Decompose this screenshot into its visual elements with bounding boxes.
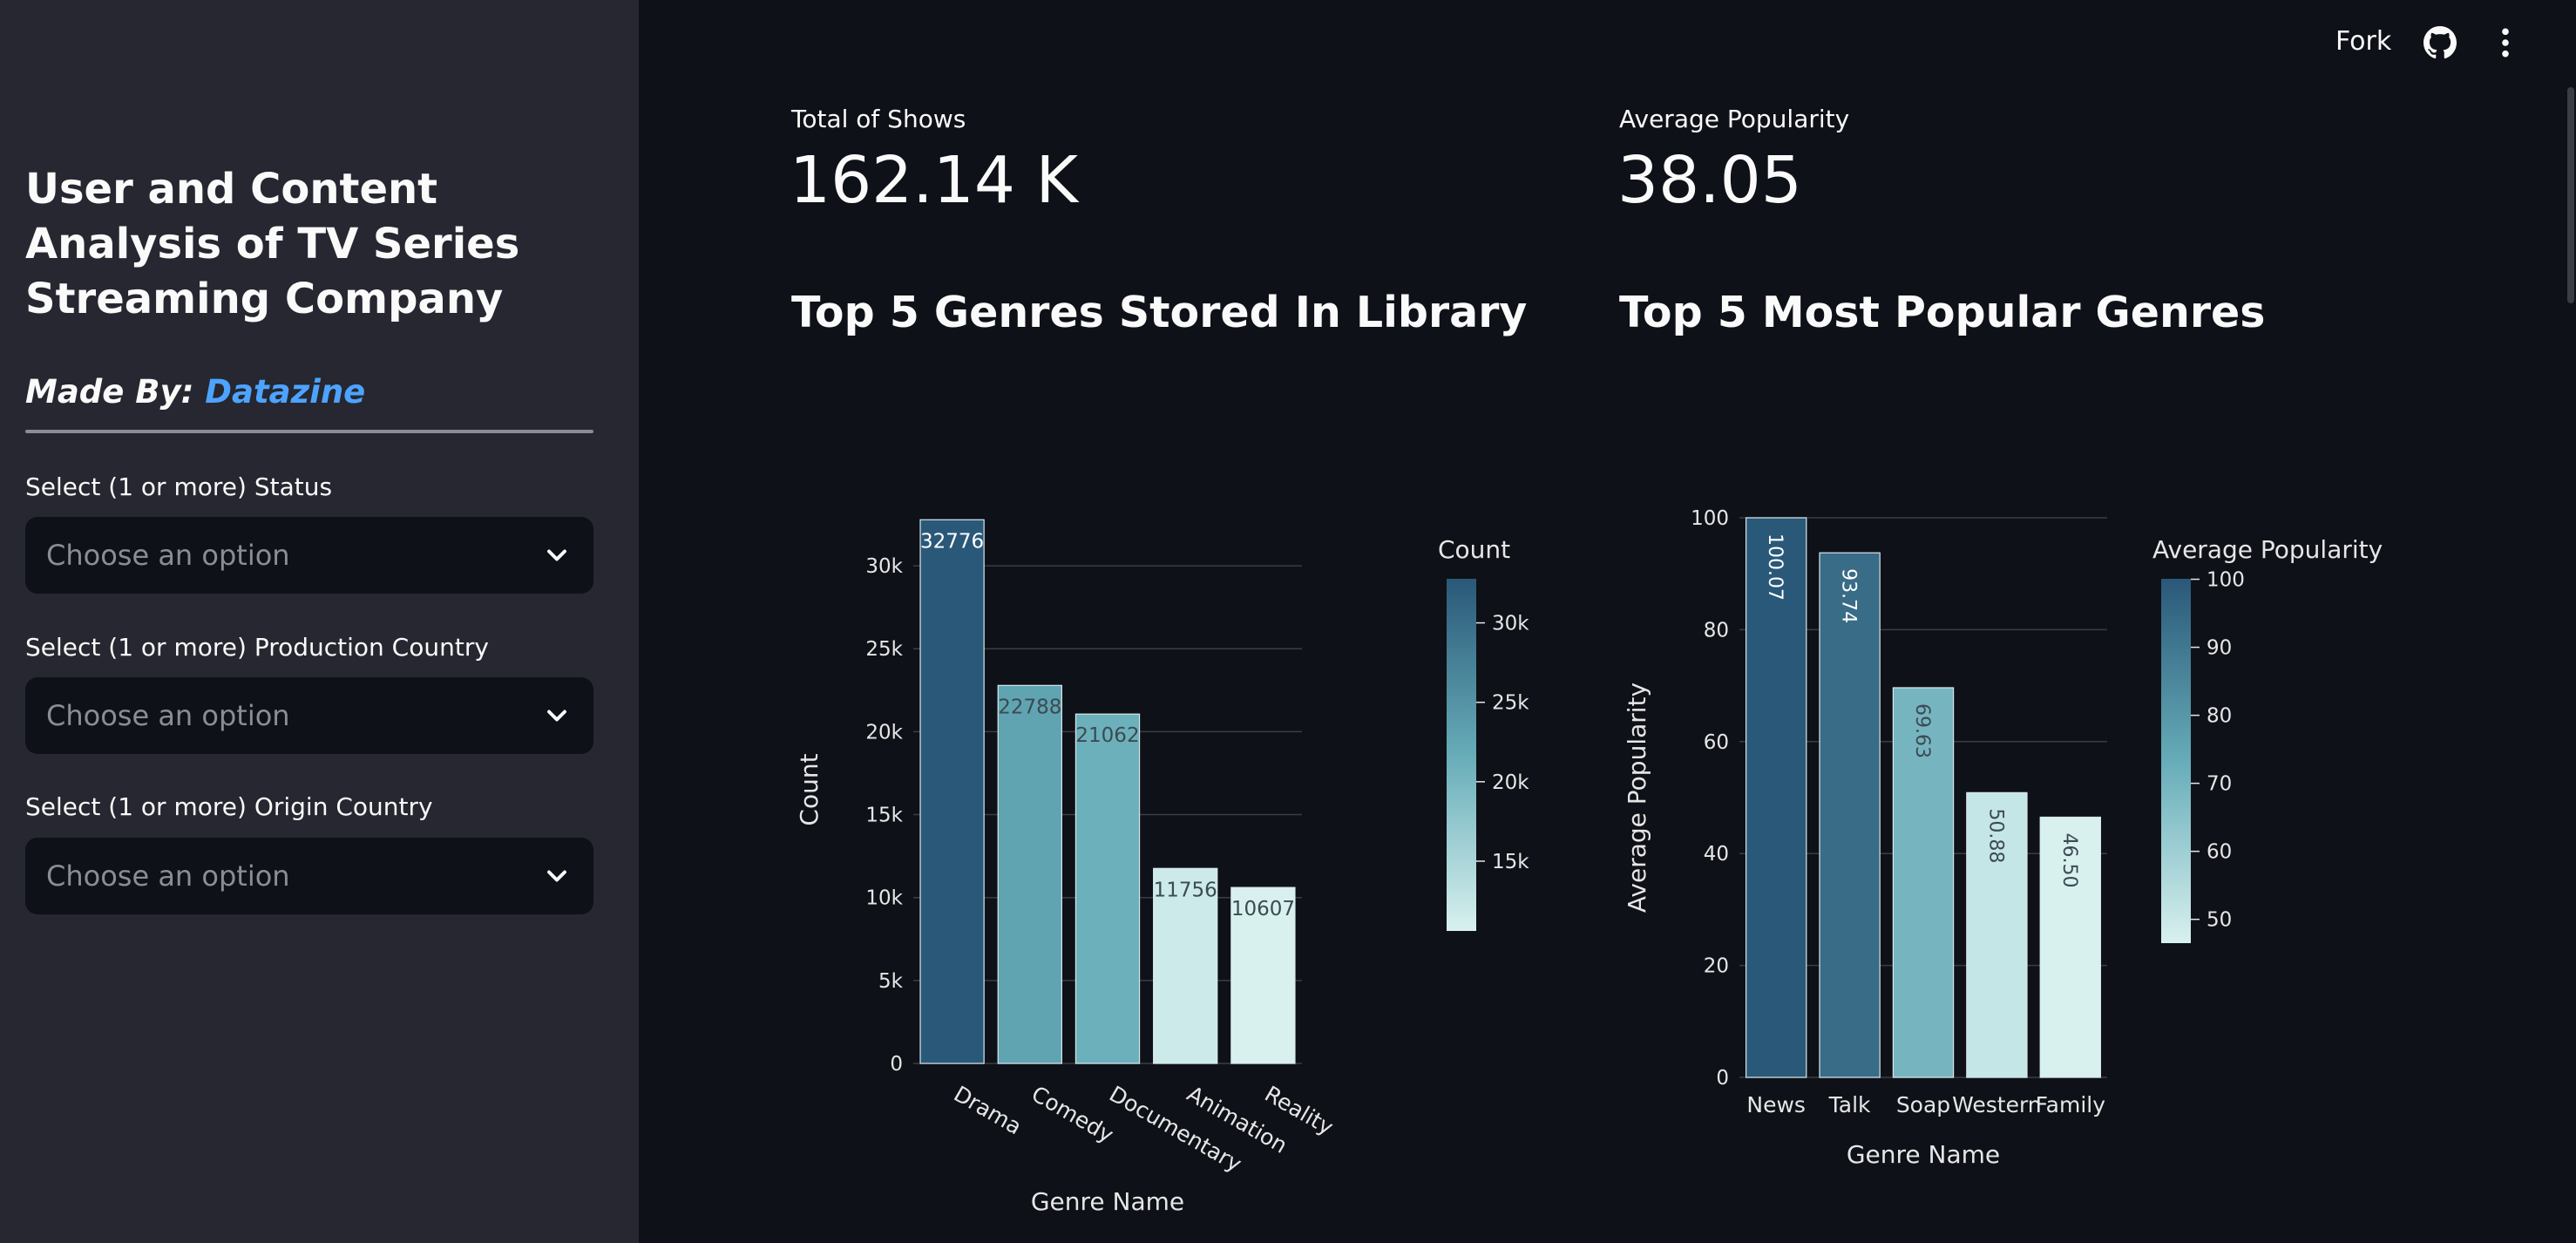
- chevron-down-icon: [547, 710, 566, 722]
- production-country-filter-label: Select (1 or more) Production Country: [25, 633, 489, 662]
- y-tick-label: 30k: [865, 555, 903, 578]
- y-tick-label: 25k: [865, 638, 903, 661]
- y-tick-label: 0: [1716, 1067, 1729, 1090]
- made-by-link[interactable]: Datazine: [205, 373, 366, 411]
- made-by-prefix: Made By:: [25, 373, 194, 411]
- data-label: 93.74: [1838, 568, 1860, 623]
- colorbar-tick-label: 25k: [1492, 692, 1529, 715]
- bar: [1745, 517, 1807, 1078]
- y-tick-label: 40: [1704, 843, 1729, 866]
- x-axis-title: Genre Name: [1031, 1187, 1184, 1216]
- github-icon[interactable]: [2423, 26, 2457, 59]
- library-genres-title: Top 5 Genres Stored In Library: [791, 288, 1528, 337]
- metric-label-average-popularity: Average Popularity: [1619, 105, 1850, 133]
- bar: [919, 519, 985, 1064]
- origin-country-select[interactable]: Choose an option: [25, 838, 593, 914]
- data-label: 69.63: [1911, 703, 1933, 758]
- y-axis-title: Average Popularity: [1623, 683, 1651, 913]
- colorbar-tick-label: 15k: [1492, 851, 1529, 873]
- data-label: 21062: [1075, 724, 1139, 747]
- status-select[interactable]: Choose an option: [25, 517, 593, 594]
- bar: [1153, 867, 1218, 1064]
- origin-country-filter-label: Select (1 or more) Origin Country: [25, 792, 433, 821]
- x-tick-label: Soap: [1896, 1092, 1950, 1117]
- x-tick-label: Western: [1952, 1092, 2042, 1117]
- metric-value-average-popularity: 38.05: [1617, 143, 1802, 218]
- data-label: 10607: [1231, 898, 1295, 920]
- bar: [1966, 791, 2028, 1078]
- x-tick-label: Family: [2036, 1092, 2106, 1117]
- data-label: 50.88: [1984, 808, 2006, 863]
- status-filter-label: Select (1 or more) Status: [25, 472, 333, 501]
- made-by: Made By: Datazine: [25, 373, 365, 411]
- bar: [1230, 886, 1296, 1064]
- y-axis-title: Count: [795, 753, 824, 825]
- production-country-select-placeholder: Choose an option: [46, 699, 290, 732]
- page-scrollbar[interactable]: [2567, 87, 2574, 303]
- x-axis-title: Genre Name: [1847, 1140, 2000, 1169]
- y-tick-label: 15k: [865, 805, 903, 827]
- y-tick-label: 80: [1704, 619, 1729, 642]
- data-label: 32776: [920, 530, 984, 553]
- colorbar-tick-label: 50: [2207, 909, 2232, 932]
- y-tick-label: 100: [1691, 507, 1729, 530]
- colorbar-tick-label: 30k: [1492, 613, 1529, 635]
- x-tick-label: Documentary: [1105, 1081, 1246, 1177]
- y-tick-label: 10k: [865, 887, 903, 910]
- more-vertical-icon[interactable]: [2499, 26, 2512, 59]
- colorbar-tick-label: 80: [2207, 705, 2232, 728]
- y-tick-label: 20: [1704, 955, 1729, 978]
- bar: [1892, 687, 1955, 1078]
- colorbar-tick-label: 70: [2207, 773, 2232, 796]
- production-country-select[interactable]: Choose an option: [25, 677, 593, 754]
- y-tick-label: 60: [1704, 731, 1729, 754]
- status-select-placeholder: Choose an option: [46, 539, 290, 572]
- data-label: 22788: [998, 696, 1061, 718]
- x-tick-label: Comedy: [1027, 1081, 1118, 1148]
- data-label: 100.07: [1764, 533, 1786, 601]
- library-genres-chart: 0 5k 10k 15k 20k 25k 30k 32776 Drama 22788 Comedy 2…: [795, 519, 1529, 1216]
- metric-value-total-shows: 162.14 K: [790, 143, 1078, 218]
- colorbar-tick-label: 60: [2207, 841, 2232, 864]
- bar: [1074, 713, 1141, 1064]
- origin-country-select-placeholder: Choose an option: [46, 859, 290, 893]
- colorbar: [1447, 579, 1476, 931]
- y-tick-label: 5k: [878, 970, 904, 993]
- x-tick-label: Talk: [1828, 1092, 1871, 1117]
- app-title: User and Content Analysis of TV Series S…: [25, 165, 520, 323]
- chevron-down-icon: [547, 549, 566, 561]
- colorbar-tick-label: 100: [2207, 569, 2245, 592]
- colorbar-title: Average Popularity: [2152, 535, 2383, 564]
- y-tick-label: 0: [890, 1053, 903, 1076]
- sidebar: User and Content Analysis of TV Series S…: [0, 0, 639, 1243]
- sidebar-divider: [25, 430, 593, 433]
- chevron-down-icon: [547, 870, 566, 882]
- colorbar-tick-label: 20k: [1492, 771, 1529, 794]
- x-tick-label: News: [1746, 1092, 1806, 1117]
- bar: [2039, 816, 2102, 1078]
- colorbar-tick-label: 90: [2207, 637, 2232, 660]
- popular-genres-title: Top 5 Most Popular Genres: [1619, 288, 2266, 337]
- fork-button[interactable]: Fork: [2335, 26, 2392, 57]
- x-tick-label: Drama: [950, 1081, 1027, 1139]
- colorbar: [2161, 579, 2191, 943]
- y-tick-label: 20k: [865, 721, 903, 744]
- colorbar-title: Count: [1438, 535, 1510, 564]
- bar: [1819, 552, 1881, 1078]
- data-label: 46.50: [2058, 832, 2080, 887]
- data-label: 11756: [1154, 879, 1217, 901]
- bar: [997, 684, 1062, 1064]
- metric-label-total-shows: Total of Shows: [791, 105, 966, 133]
- popular-genres-chart: 0 20 40 60 80 100 100.07 News 93.74 Talk 69.63 Soap…: [1623, 507, 2383, 1169]
